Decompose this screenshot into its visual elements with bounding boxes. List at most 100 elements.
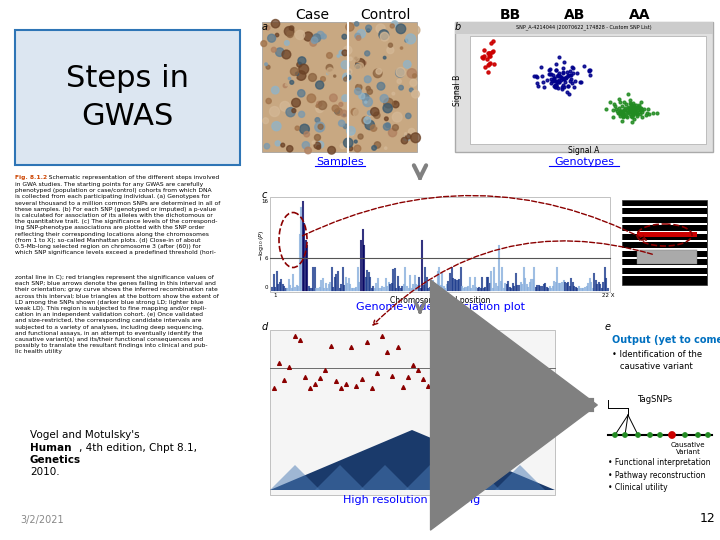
Point bbox=[626, 105, 638, 114]
Point bbox=[634, 104, 646, 113]
Point bbox=[553, 76, 564, 85]
Point bbox=[546, 376, 558, 384]
Point bbox=[387, 372, 398, 380]
Circle shape bbox=[309, 73, 317, 82]
Point bbox=[634, 105, 646, 113]
Circle shape bbox=[405, 133, 407, 135]
Point bbox=[543, 69, 554, 78]
Circle shape bbox=[371, 107, 379, 116]
Circle shape bbox=[337, 55, 339, 57]
Point bbox=[565, 71, 577, 79]
Circle shape bbox=[339, 103, 343, 106]
Circle shape bbox=[390, 24, 395, 28]
Point bbox=[548, 73, 559, 82]
Circle shape bbox=[264, 144, 269, 149]
Circle shape bbox=[304, 32, 312, 41]
Text: 3/2/2021: 3/2/2021 bbox=[20, 515, 63, 525]
Circle shape bbox=[405, 34, 415, 44]
Circle shape bbox=[292, 109, 296, 113]
Point bbox=[477, 53, 489, 62]
Circle shape bbox=[401, 138, 408, 144]
Point bbox=[578, 62, 590, 70]
Point bbox=[535, 63, 546, 71]
Text: High resolution mapping: High resolution mapping bbox=[343, 495, 481, 505]
Bar bbox=[622, 206, 707, 208]
Text: Genetics: Genetics bbox=[30, 455, 81, 465]
Point bbox=[651, 109, 662, 117]
Point bbox=[544, 70, 556, 79]
Text: Chromosome and position: Chromosome and position bbox=[390, 296, 490, 305]
Point bbox=[564, 66, 576, 75]
Point bbox=[624, 96, 635, 104]
Point bbox=[567, 69, 578, 77]
Circle shape bbox=[342, 94, 348, 102]
Point bbox=[544, 65, 556, 74]
Circle shape bbox=[372, 146, 377, 150]
Point bbox=[423, 382, 434, 390]
Point bbox=[636, 106, 647, 114]
Text: a: a bbox=[262, 22, 268, 32]
Point bbox=[558, 58, 570, 66]
Point bbox=[630, 103, 642, 112]
Circle shape bbox=[266, 65, 270, 69]
Point bbox=[621, 106, 633, 114]
Point bbox=[505, 376, 516, 384]
Point bbox=[615, 107, 626, 116]
Circle shape bbox=[271, 48, 276, 52]
Circle shape bbox=[355, 64, 360, 69]
Circle shape bbox=[392, 112, 402, 122]
Circle shape bbox=[374, 69, 382, 78]
Circle shape bbox=[350, 132, 354, 136]
Circle shape bbox=[292, 98, 300, 107]
Circle shape bbox=[357, 30, 365, 38]
Polygon shape bbox=[360, 465, 410, 490]
Point bbox=[483, 60, 495, 69]
Point bbox=[330, 377, 341, 386]
Circle shape bbox=[266, 25, 270, 30]
Point bbox=[635, 104, 647, 113]
Point bbox=[558, 64, 570, 73]
Circle shape bbox=[335, 109, 340, 114]
Circle shape bbox=[366, 86, 370, 91]
Point bbox=[482, 55, 493, 64]
Point bbox=[366, 384, 377, 393]
Circle shape bbox=[343, 73, 351, 82]
Text: Samples: Samples bbox=[316, 157, 364, 167]
Circle shape bbox=[402, 133, 406, 137]
Circle shape bbox=[354, 109, 362, 118]
Circle shape bbox=[356, 59, 365, 68]
Circle shape bbox=[403, 60, 411, 68]
Point bbox=[284, 362, 295, 371]
Point bbox=[564, 76, 576, 85]
Circle shape bbox=[380, 32, 389, 41]
Text: 2010.: 2010. bbox=[30, 467, 60, 477]
Circle shape bbox=[326, 64, 333, 71]
Point bbox=[397, 383, 408, 391]
Point bbox=[626, 112, 637, 120]
Circle shape bbox=[358, 134, 363, 139]
Circle shape bbox=[317, 145, 320, 150]
Circle shape bbox=[405, 39, 408, 42]
Circle shape bbox=[294, 112, 299, 117]
Circle shape bbox=[403, 134, 410, 141]
Point bbox=[627, 110, 639, 118]
Point bbox=[480, 63, 491, 71]
FancyBboxPatch shape bbox=[15, 30, 240, 165]
Point bbox=[299, 373, 310, 382]
Circle shape bbox=[315, 122, 325, 132]
Circle shape bbox=[297, 90, 305, 97]
Circle shape bbox=[295, 72, 299, 76]
Point bbox=[626, 103, 638, 111]
Circle shape bbox=[356, 63, 364, 70]
Point bbox=[627, 99, 639, 107]
Circle shape bbox=[365, 101, 367, 103]
Circle shape bbox=[354, 88, 361, 94]
Circle shape bbox=[683, 433, 688, 437]
Circle shape bbox=[383, 56, 386, 59]
Circle shape bbox=[312, 34, 320, 42]
Point bbox=[536, 71, 548, 80]
Circle shape bbox=[343, 138, 353, 147]
Point bbox=[485, 38, 497, 47]
Circle shape bbox=[271, 19, 279, 28]
Circle shape bbox=[327, 52, 333, 58]
